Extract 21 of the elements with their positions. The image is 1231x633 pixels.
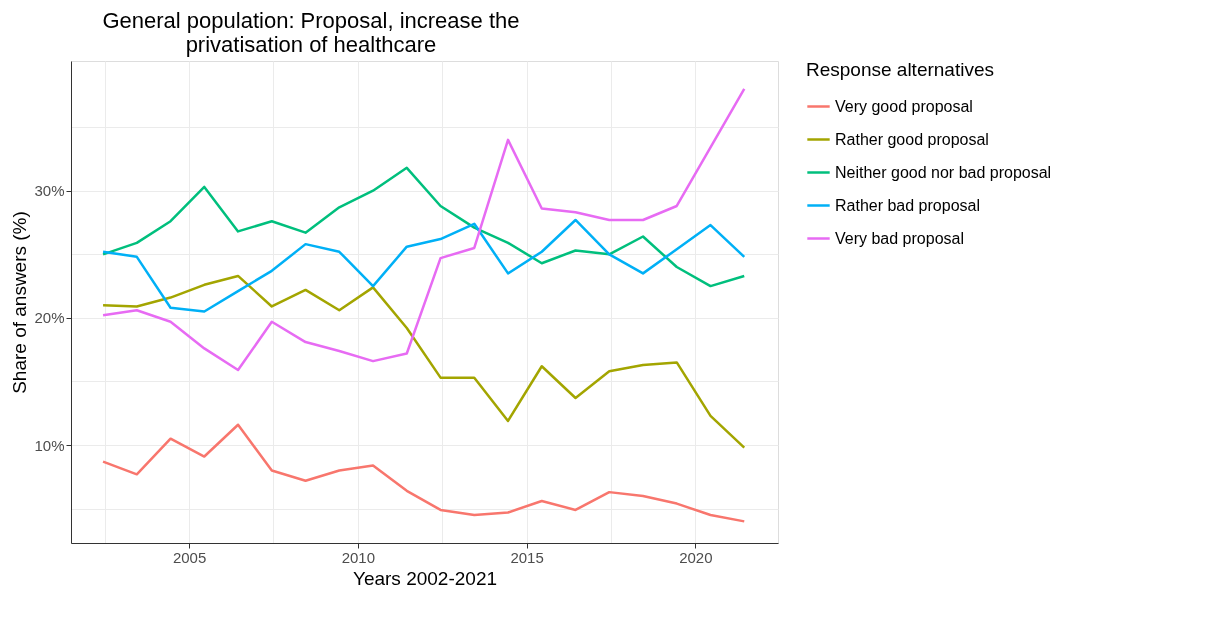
legend-label: Neither good nor bad proposal	[835, 163, 1052, 181]
x-tick-label: 2005	[172, 548, 207, 566]
legend-label: Very good proposal	[835, 97, 973, 115]
x-axis-title: Years 2002-2021	[352, 567, 498, 589]
line-series	[101, 218, 746, 313]
line-series	[101, 166, 746, 288]
legend-label: Rather good proposal	[835, 130, 989, 148]
legend-title: Response alternatives	[806, 59, 994, 80]
legend-label: Very bad proposal	[835, 229, 964, 247]
y-tick-label: 20%	[34, 309, 65, 327]
legend-label: Rather bad proposal	[835, 196, 980, 214]
y-tick-label: 30%	[34, 182, 65, 200]
line-series	[101, 423, 746, 523]
x-tick-label: 2020	[679, 548, 713, 566]
x-tick-label: 2015	[510, 548, 544, 566]
y-tick-label: 10%	[34, 436, 65, 454]
x-tick-label: 2010	[341, 548, 376, 566]
line-series	[101, 274, 746, 449]
y-axis-title: Share of answers (%)	[9, 211, 31, 394]
chart-title: General population: Proposal, increase the privatisation of healthcare	[102, 8, 520, 57]
line-series	[101, 87, 746, 372]
